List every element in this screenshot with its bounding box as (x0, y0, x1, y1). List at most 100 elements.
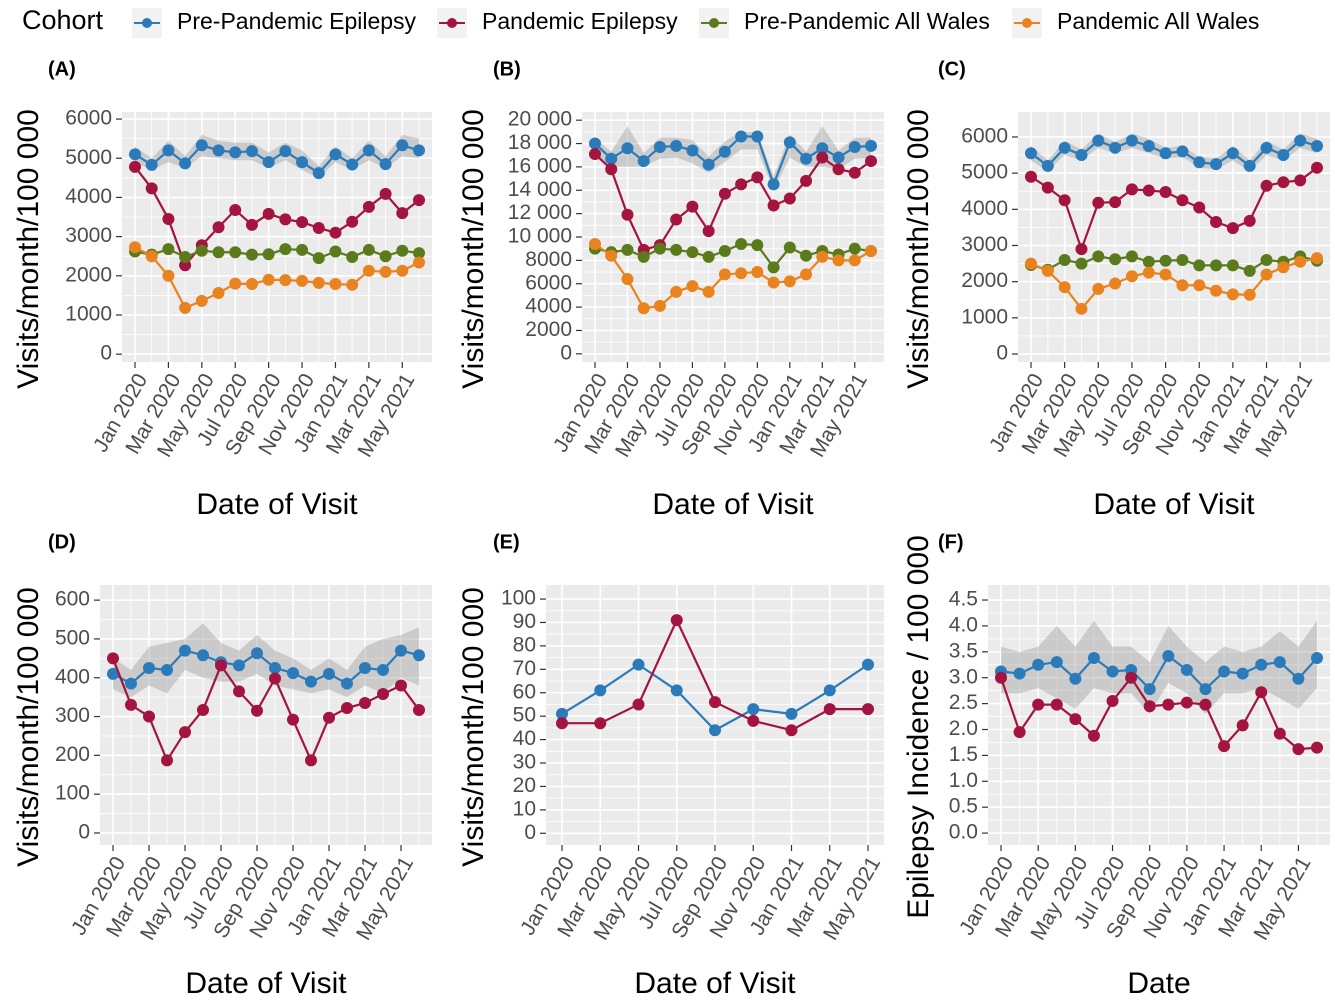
data-point (379, 158, 392, 171)
data-point (396, 244, 409, 257)
data-point (1025, 257, 1037, 270)
data-point (296, 216, 309, 229)
data-point (1087, 729, 1100, 742)
data-point (269, 662, 281, 675)
data-point (279, 243, 292, 256)
y-tick-label: 3.0 (949, 665, 978, 688)
data-point (718, 268, 731, 281)
data-point (1243, 159, 1256, 172)
data-point (379, 265, 392, 278)
data-point (329, 148, 342, 161)
data-point (262, 273, 275, 286)
data-point (329, 278, 342, 291)
y-tick-label: 4.0 (949, 613, 978, 636)
data-point (395, 644, 407, 657)
data-point (312, 276, 325, 289)
data-point (1255, 686, 1268, 699)
data-point (735, 178, 748, 191)
data-point (783, 192, 796, 205)
data-point (197, 649, 209, 662)
data-point (245, 145, 258, 158)
data-point (832, 163, 845, 176)
panel-label: (E) (493, 531, 520, 553)
data-point (359, 662, 371, 675)
data-point (735, 238, 748, 251)
data-point (1125, 270, 1138, 283)
data-point (179, 726, 191, 739)
data-point (346, 250, 359, 263)
data-point (362, 264, 375, 277)
data-point (1075, 302, 1088, 315)
data-point (1058, 194, 1071, 207)
data-point (1075, 257, 1088, 270)
data-point (1013, 726, 1026, 739)
data-point (413, 247, 425, 260)
data-point (1273, 727, 1286, 740)
data-point (718, 145, 731, 158)
data-point (718, 187, 731, 200)
data-point (1176, 145, 1189, 158)
data-point (145, 158, 158, 171)
data-point (865, 139, 877, 152)
data-point (1162, 649, 1175, 662)
data-point (751, 239, 764, 252)
data-point (1260, 268, 1273, 281)
data-point (702, 225, 715, 238)
y-tick-label: 6000 (961, 125, 1008, 148)
data-point (1255, 658, 1268, 671)
y-axis-title: Visits/month/100 000 (12, 109, 45, 389)
data-point (862, 658, 874, 671)
x-axis-title: Date of Visit (634, 967, 796, 1000)
data-point (556, 707, 568, 720)
data-point (287, 667, 299, 680)
y-tick-label: 50 (513, 704, 536, 727)
data-point (1162, 698, 1175, 711)
data-point (413, 144, 425, 157)
data-point (1311, 140, 1323, 153)
data-point (767, 261, 780, 274)
data-point (1125, 671, 1138, 684)
data-point (1142, 184, 1155, 197)
data-point (359, 696, 371, 709)
data-point (1218, 740, 1231, 753)
legend-dot (709, 18, 719, 28)
data-point (129, 241, 141, 254)
data-point (605, 163, 618, 176)
data-point (632, 698, 645, 711)
y-tick-label: 12 000 (508, 201, 572, 224)
data-point (1180, 696, 1193, 709)
data-point (1311, 741, 1323, 754)
data-point (1092, 134, 1105, 147)
data-point (1210, 259, 1223, 272)
data-point (637, 155, 650, 168)
x-axis-title: Date of Visit (196, 488, 358, 521)
data-point (556, 717, 568, 730)
y-tick-label: 90 (513, 610, 536, 633)
data-point (823, 684, 836, 697)
y-tick-label: 0 (996, 342, 1008, 365)
y-axis-title: Epilepsy Incidence / 100 000 (902, 535, 935, 919)
y-tick-label: 70 (513, 657, 536, 680)
data-point (362, 144, 375, 157)
data-point (995, 671, 1007, 684)
data-point (605, 249, 618, 262)
data-point (125, 677, 137, 690)
data-point (279, 213, 292, 226)
data-point (1058, 141, 1071, 154)
y-tick-label: 10 (513, 797, 536, 820)
data-point (832, 151, 845, 164)
data-point (848, 141, 861, 154)
data-point (107, 667, 119, 680)
y-axis-title: Visits/month/100 000 (457, 109, 490, 389)
data-point (686, 280, 699, 293)
data-point (848, 254, 861, 267)
y-tick-label: 1.0 (949, 769, 978, 792)
data-point (413, 649, 425, 662)
data-point (162, 269, 175, 282)
data-point (1143, 683, 1156, 696)
data-point (800, 268, 813, 281)
data-point (783, 241, 796, 254)
data-point (1199, 683, 1212, 696)
data-point (709, 696, 721, 709)
